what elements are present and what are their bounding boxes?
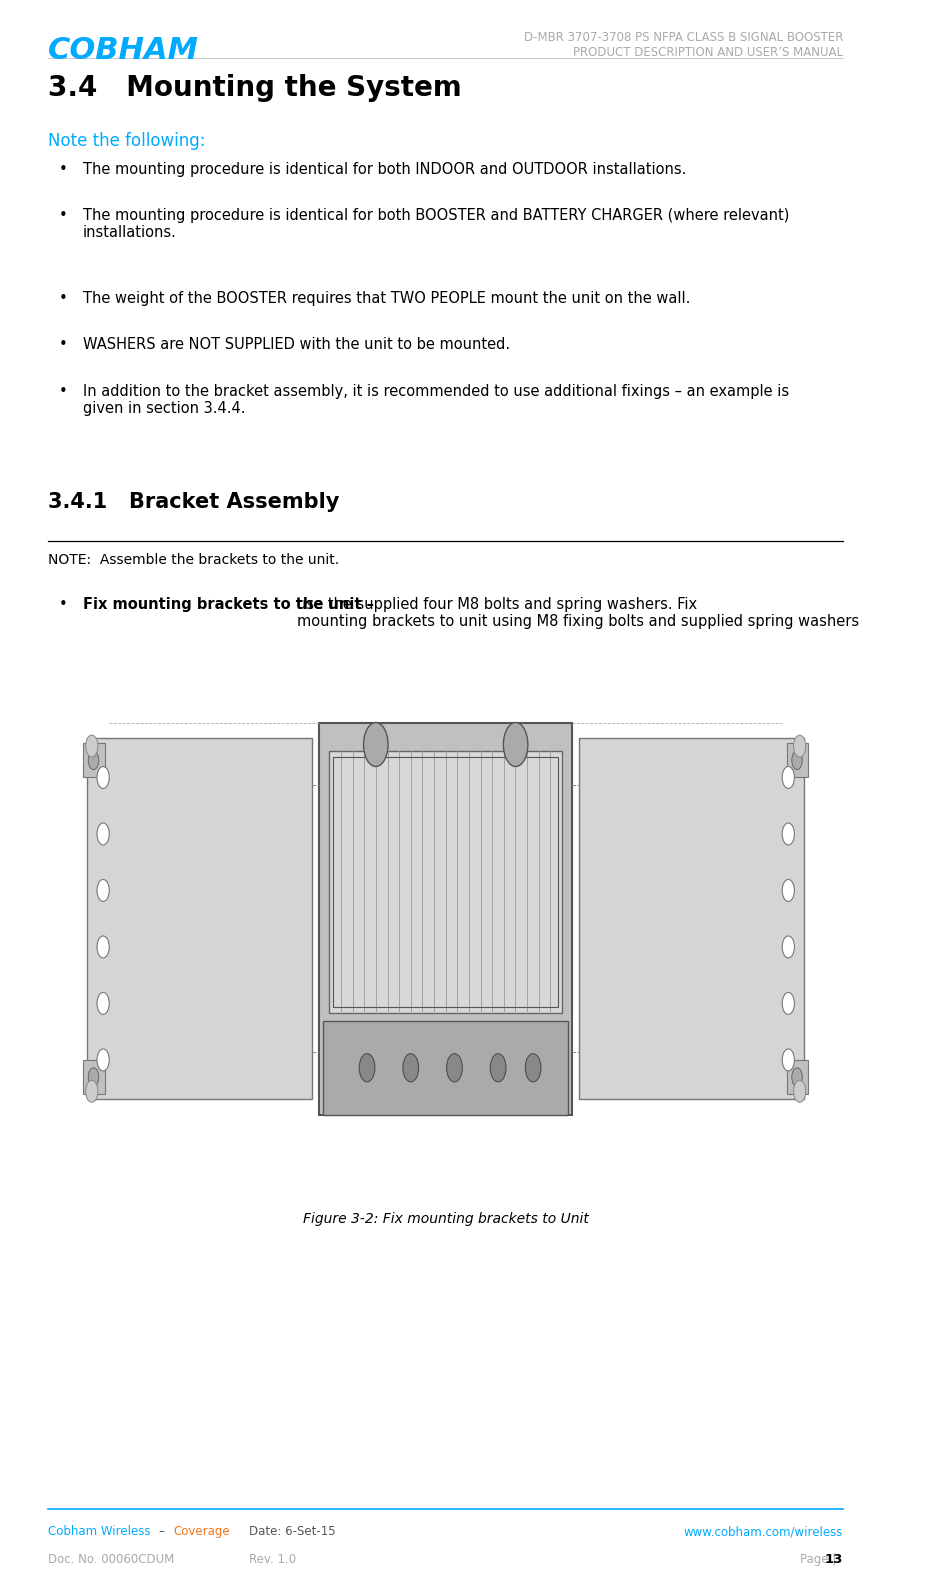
- Circle shape: [86, 1080, 98, 1102]
- Bar: [319, 722, 573, 1115]
- Text: Fix mounting brackets to the unit –: Fix mounting brackets to the unit –: [83, 597, 379, 612]
- Circle shape: [490, 1053, 506, 1082]
- Circle shape: [88, 750, 99, 769]
- Bar: [83, 706, 808, 1193]
- Text: The mounting procedure is identical for both INDOOR and OUTDOOR installations.: The mounting procedure is identical for …: [83, 162, 687, 176]
- Text: COBHAM: COBHAM: [48, 36, 200, 64]
- Text: PRODUCT DESCRIPTION AND USER’S MANUAL: PRODUCT DESCRIPTION AND USER’S MANUAL: [574, 46, 844, 58]
- Text: 13: 13: [825, 1553, 844, 1567]
- Circle shape: [446, 1053, 463, 1082]
- Bar: [83, 743, 104, 777]
- Text: use the supplied four M8 bolts and spring washers. Fix
mounting brackets to unit: use the supplied four M8 bolts and sprin…: [297, 597, 859, 630]
- Circle shape: [504, 722, 528, 766]
- Text: •: •: [59, 597, 67, 612]
- Circle shape: [782, 823, 794, 845]
- Text: 3.4.1   Bracket Assembly: 3.4.1 Bracket Assembly: [48, 491, 339, 512]
- Bar: [87, 738, 312, 1099]
- Circle shape: [364, 722, 388, 766]
- Text: •: •: [59, 290, 67, 306]
- Circle shape: [86, 735, 98, 757]
- Circle shape: [525, 1053, 541, 1082]
- Text: •: •: [59, 162, 67, 176]
- Text: D-MBR 3707-3708 PS NFPA CLASS B SIGNAL BOOSTER: D-MBR 3707-3708 PS NFPA CLASS B SIGNAL B…: [524, 31, 844, 44]
- Circle shape: [97, 1049, 109, 1071]
- Circle shape: [791, 750, 803, 769]
- Circle shape: [782, 936, 794, 958]
- Bar: [323, 1020, 568, 1115]
- Circle shape: [793, 1080, 806, 1102]
- Bar: [787, 1060, 808, 1094]
- Circle shape: [97, 766, 109, 788]
- Text: www.cobham.com/wireless: www.cobham.com/wireless: [684, 1524, 844, 1539]
- Bar: [83, 1060, 104, 1094]
- Text: The weight of the BOOSTER requires that TWO PEOPLE mount the unit on the wall.: The weight of the BOOSTER requires that …: [83, 290, 691, 306]
- Text: 3.4   Mounting the System: 3.4 Mounting the System: [48, 74, 462, 102]
- Text: Page |: Page |: [800, 1553, 840, 1567]
- Circle shape: [793, 735, 806, 757]
- Circle shape: [88, 1068, 99, 1086]
- Bar: [332, 757, 559, 1006]
- Bar: [787, 743, 808, 777]
- Circle shape: [782, 766, 794, 788]
- Text: NOTE:  Assemble the brackets to the unit.: NOTE: Assemble the brackets to the unit.: [48, 553, 339, 567]
- Text: Doc. No. 00060CDUM: Doc. No. 00060CDUM: [48, 1553, 174, 1567]
- Text: •: •: [59, 338, 67, 352]
- Text: Cobham Wireless: Cobham Wireless: [48, 1524, 150, 1539]
- Text: Rev. 1.0: Rev. 1.0: [249, 1553, 296, 1567]
- Text: •: •: [59, 207, 67, 223]
- Circle shape: [97, 823, 109, 845]
- Circle shape: [97, 879, 109, 901]
- Text: WASHERS are NOT SUPPLIED with the unit to be mounted.: WASHERS are NOT SUPPLIED with the unit t…: [83, 338, 510, 352]
- Text: The mounting procedure is identical for both BOOSTER and BATTERY CHARGER (where : The mounting procedure is identical for …: [83, 207, 789, 240]
- Circle shape: [403, 1053, 419, 1082]
- Bar: [580, 738, 804, 1099]
- Text: •: •: [59, 383, 67, 399]
- Circle shape: [782, 1049, 794, 1071]
- Text: Note the following:: Note the following:: [48, 132, 205, 149]
- Circle shape: [97, 992, 109, 1014]
- Circle shape: [791, 1068, 803, 1086]
- Text: Figure 3-2: Fix mounting brackets to Unit: Figure 3-2: Fix mounting brackets to Uni…: [303, 1212, 589, 1226]
- Circle shape: [359, 1053, 375, 1082]
- Bar: [330, 750, 562, 1013]
- Circle shape: [97, 936, 109, 958]
- Text: Date: 6-Set-15: Date: 6-Set-15: [249, 1524, 335, 1539]
- Circle shape: [782, 879, 794, 901]
- Text: Coverage: Coverage: [173, 1524, 230, 1539]
- Text: In addition to the bracket assembly, it is recommended to use additional fixings: In addition to the bracket assembly, it …: [83, 383, 789, 416]
- Circle shape: [782, 992, 794, 1014]
- Text: –: –: [159, 1524, 164, 1539]
